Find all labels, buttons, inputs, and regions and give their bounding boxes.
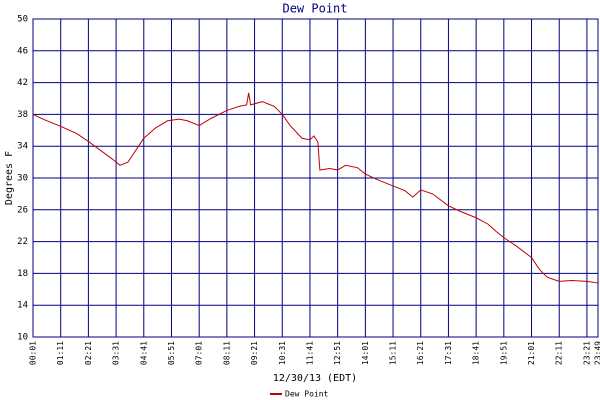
x-tick-label: 00:01 bbox=[29, 341, 38, 365]
y-tick-label: 50 bbox=[17, 15, 28, 25]
x-tick-label: 15:11 bbox=[389, 341, 398, 365]
x-tick-label: 16:21 bbox=[416, 341, 425, 365]
y-tick-label: 18 bbox=[17, 269, 28, 279]
x-tick-label: 22:11 bbox=[555, 341, 564, 365]
y-axis-label: Degrees F bbox=[4, 151, 15, 205]
x-tick-label: 23:49 bbox=[594, 341, 600, 365]
x-tick-label: 03:31 bbox=[112, 341, 121, 365]
x-tick-label: 23:21 bbox=[582, 341, 591, 365]
y-tick-label: 10 bbox=[17, 333, 28, 343]
y-tick-label: 30 bbox=[17, 174, 28, 184]
chart-title: Dew Point bbox=[282, 2, 347, 16]
y-tick-label: 22 bbox=[17, 237, 28, 247]
x-tick-label: 05:51 bbox=[167, 341, 176, 365]
x-tick-label: 08:11 bbox=[222, 341, 231, 365]
y-tick-label: 34 bbox=[17, 142, 28, 152]
x-tick-label: 04:41 bbox=[139, 341, 148, 365]
x-tick-label: 21:01 bbox=[527, 341, 536, 365]
legend-label: Dew Point bbox=[285, 390, 329, 399]
plot-border bbox=[32, 18, 599, 338]
x-tick-label: 01:11 bbox=[56, 341, 65, 365]
x-tick-label: 17:31 bbox=[444, 341, 453, 365]
x-tick-label: 09:21 bbox=[250, 341, 259, 365]
line bbox=[32, 92, 599, 284]
x-tick-label: 18:41 bbox=[472, 341, 481, 365]
x-tick-label: 19:51 bbox=[499, 341, 508, 365]
x-tick-label: 07:01 bbox=[195, 341, 204, 365]
x-tick-label: 10:31 bbox=[278, 341, 287, 365]
y-tick-label: 14 bbox=[17, 301, 28, 311]
x-tick-label: 14:01 bbox=[361, 341, 370, 365]
x-tick-label: 11:41 bbox=[305, 341, 314, 365]
y-tick-label: 42 bbox=[17, 78, 28, 88]
y-tick-label: 38 bbox=[17, 110, 28, 120]
x-tick-label: 12:51 bbox=[333, 341, 342, 365]
x-tick-label: 02:21 bbox=[84, 341, 93, 365]
y-tick-label: 26 bbox=[17, 205, 28, 215]
y-tick-label: 46 bbox=[17, 46, 28, 56]
x-axis-label: 12/30/13 (EDT) bbox=[273, 373, 357, 384]
